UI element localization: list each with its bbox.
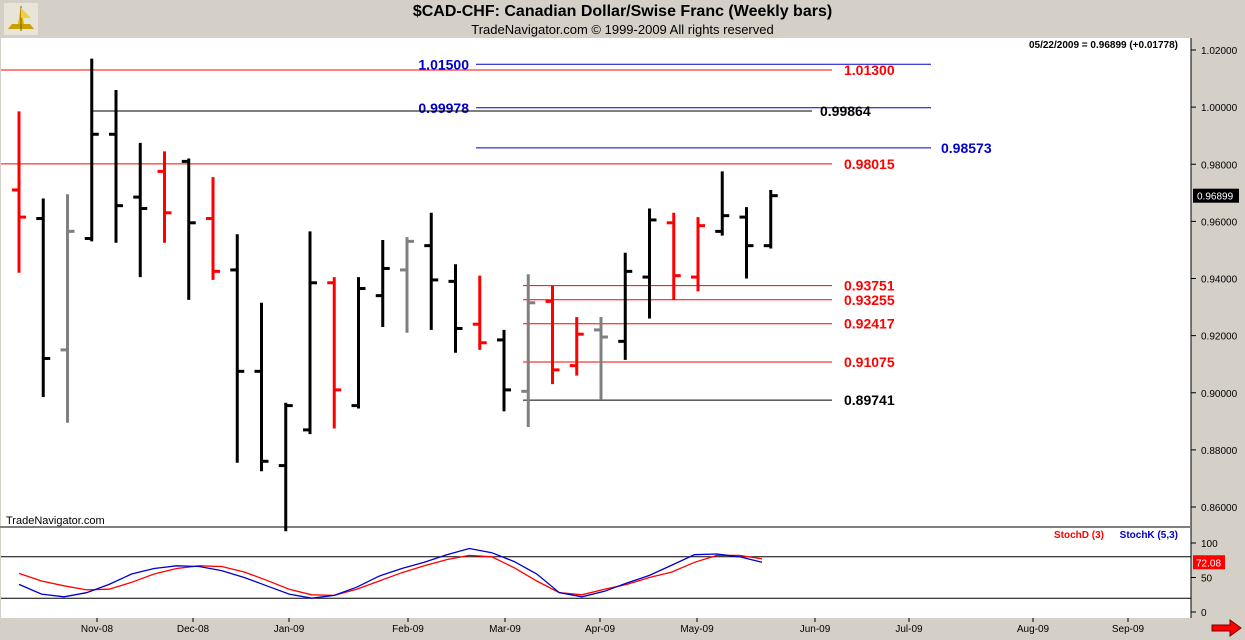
last-price-box [1193, 188, 1239, 203]
price-bar [351, 277, 366, 409]
price-bar [12, 111, 26, 273]
price-bar [254, 302, 269, 472]
price-bar [327, 277, 342, 429]
copyright-line: TradeNavigator.com © 1999-2009 All right… [471, 22, 774, 37]
price-axis-group: 1.02000 1.00000 0.98000 0.96000 0.94000 0.920… [1191, 46, 1239, 514]
level-label: 0.98015 [844, 156, 895, 172]
price-axis-label: 1.02000 [1201, 46, 1238, 57]
level-label: 1.01500 [418, 56, 469, 72]
price-bar [303, 231, 317, 435]
price-bar [569, 317, 584, 376]
price-axis-label: 0.96000 [1201, 217, 1238, 228]
level-label: 0.93255 [844, 292, 895, 308]
price-bar [666, 212, 681, 300]
price-axis-label: 0.86000 [1201, 503, 1238, 514]
price-bar [157, 151, 172, 243]
date-axis-label: Sep-09 [1112, 624, 1145, 635]
stoch-axis-label: 50 [1201, 574, 1213, 585]
price-bar [691, 217, 705, 292]
price-bar [521, 274, 536, 428]
price-bar [400, 237, 414, 333]
date-axis-label: Aug-09 [1017, 624, 1050, 635]
trade-navigator-logo [4, 3, 38, 35]
price-bar [448, 264, 463, 353]
date-axis-group: Nov-08 Dec-08 Jan-09 Feb-09 Mar-09 Apr-09 May-… [81, 618, 1145, 635]
stoch-axis-label: 0 [1201, 608, 1207, 619]
price-axis-label: 0.94000 [1201, 275, 1238, 286]
price-bar [545, 285, 560, 385]
date-axis-label: Jul-09 [895, 624, 923, 635]
price-bar [375, 239, 390, 328]
level-label: 0.89741 [844, 392, 895, 408]
price-bar [739, 207, 754, 279]
level-label: 0.92417 [844, 316, 895, 332]
stoch-last-box [1193, 555, 1225, 570]
stochk-line [18, 547, 763, 599]
price-bar [230, 234, 245, 463]
price-bar [497, 329, 511, 412]
stochk-legend: StochK (5,3) [1120, 530, 1178, 541]
price-bar [594, 317, 608, 400]
indicator-plot-bg [1, 528, 1191, 618]
price-bar [206, 177, 220, 280]
chart-title: $CAD-CHF: Canadian Dollar/Swise Franc (W… [412, 3, 833, 20]
price-axis-label: 1.00000 [1201, 103, 1238, 114]
stochd-legend: StochD (3) [1054, 530, 1104, 541]
price-bar [424, 212, 439, 330]
date-axis-label: Jan-09 [274, 624, 305, 635]
level-label: 0.91075 [844, 354, 895, 370]
price-bar [715, 171, 730, 236]
price-bar [642, 208, 657, 319]
date-axis-label: Apr-09 [585, 624, 615, 635]
price-bar [472, 275, 487, 350]
watermark-text: TradeNavigator.com [6, 515, 105, 527]
red-right-arrow-icon[interactable] [1210, 619, 1242, 637]
stoch-last-label: 72.08 [1196, 558, 1221, 569]
price-readout: 05/22/2009 = 0.96899 (+0.01778) [1029, 40, 1178, 51]
level-label: 1.01300 [844, 62, 895, 78]
price-bar [60, 194, 75, 423]
date-axis-label: Feb-09 [392, 624, 424, 635]
price-bar [36, 198, 51, 398]
date-axis-label: May-09 [680, 624, 714, 635]
price-bar [133, 142, 148, 278]
stoch-axis-label: 100 [1201, 539, 1218, 550]
price-bar [763, 189, 778, 249]
level-label: 0.98573 [941, 140, 992, 156]
last-price-label: 0.96899 [1197, 192, 1234, 203]
price-axis-label: 0.88000 [1201, 446, 1238, 457]
price-bar [278, 402, 293, 532]
date-axis-label: Mar-09 [489, 624, 521, 635]
price-bar [84, 58, 99, 242]
price-bar [618, 252, 633, 360]
level-label: 0.99978 [418, 100, 469, 116]
level-label: 0.93751 [844, 278, 895, 294]
price-bar [109, 89, 123, 243]
price-bars-group [12, 58, 778, 532]
price-bar [181, 158, 196, 300]
stochastic-group: 100 50 0 72.08 [1, 539, 1225, 619]
level-lines-group: 1.01500 1.01300 0.99978 0.99864 0.98573 0.980… [1, 56, 992, 408]
price-axis-label: 0.92000 [1201, 332, 1238, 343]
date-axis-label: Dec-08 [177, 624, 210, 635]
stochd-line [18, 554, 763, 597]
price-axis-label: 0.90000 [1201, 389, 1238, 400]
price-axis-label: 0.98000 [1201, 160, 1238, 171]
date-axis-label: Nov-08 [81, 624, 114, 635]
date-axis-label: Jun-09 [800, 624, 831, 635]
main-plot-bg [1, 38, 1191, 526]
level-label: 0.99864 [820, 103, 871, 119]
